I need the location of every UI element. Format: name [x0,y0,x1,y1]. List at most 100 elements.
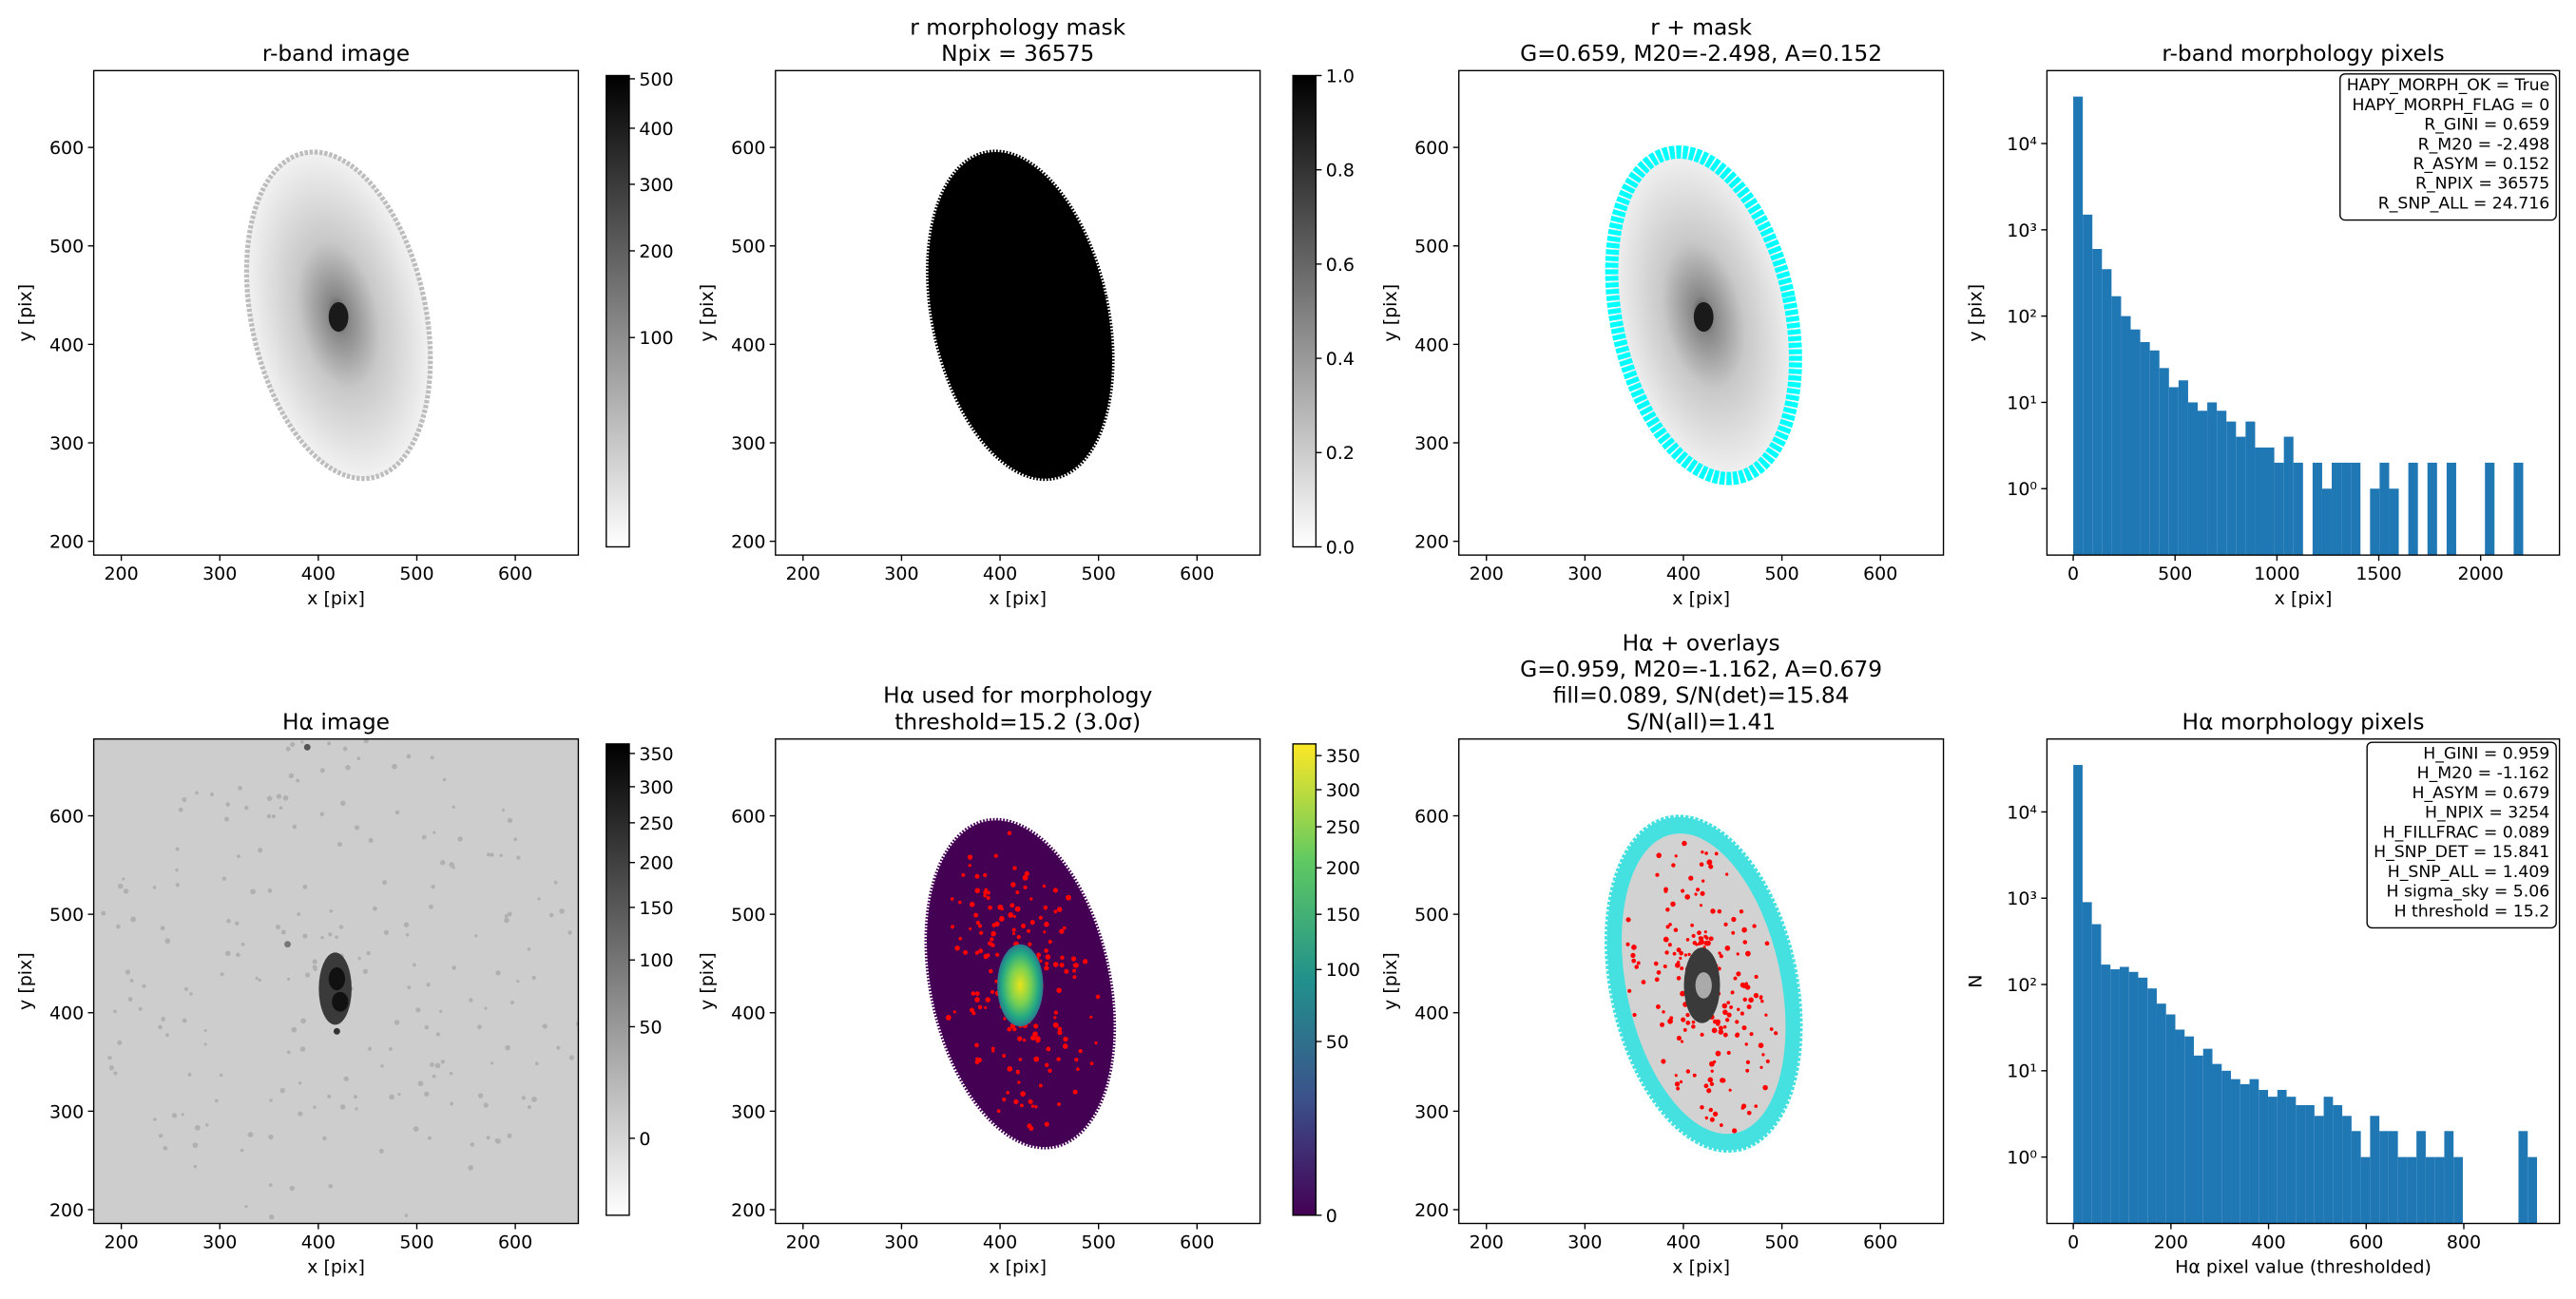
speckle [258,978,261,983]
speckle [509,1001,514,1005]
colorbar-tick-label: 50 [639,1017,662,1038]
speckle [282,795,289,801]
bar [2217,411,2227,556]
y-axis-label: y [pix] [15,284,36,342]
speckle [1681,888,1685,893]
x-tick-label: 200 [786,1232,820,1252]
speckle [1057,1030,1063,1036]
bar [2341,462,2352,556]
speckle [1682,840,1687,847]
speckle [991,923,996,927]
x-tick-label: 500 [1082,564,1116,584]
speckle [380,1064,384,1068]
speckle [1691,1024,1696,1029]
speckle [1056,1057,1061,1061]
speckle [1070,956,1077,962]
speckle [182,797,187,803]
bar [2323,1097,2334,1224]
speckle [449,862,454,868]
speckle [974,873,980,879]
speckle [1043,905,1048,910]
speckle [1045,961,1049,966]
speckle [434,1062,441,1069]
speckle [336,842,342,848]
speckle [1017,1036,1023,1041]
speckle [342,746,348,752]
r-image [93,70,579,556]
panel-title: Npix = 36575 [941,40,1094,67]
speckle [1774,1031,1778,1036]
speckle [457,836,463,842]
x-tick-label: 500 [1764,564,1798,584]
speckle [1056,907,1063,912]
speckle [1043,930,1047,934]
speckle [268,1213,275,1220]
speckle [327,741,332,746]
speckle [1696,888,1701,892]
speckle [1679,1079,1683,1084]
speckle [123,888,129,894]
speckle [484,1006,488,1010]
colorbar [1292,743,1317,1216]
speckle [1717,908,1722,914]
bar [2268,1097,2278,1224]
speckle [1035,1039,1040,1043]
speckle [138,1006,143,1011]
speckle [297,912,301,917]
bar [2518,1131,2528,1224]
speckle [113,1071,118,1076]
bar [2202,1048,2213,1224]
speckle [1030,1104,1035,1108]
speckle [397,1092,401,1097]
speckle [1673,927,1679,932]
bar [2379,1131,2389,1224]
bar [2485,462,2495,556]
stats-line: HAPY_MORPH_FLAG = 0 [2352,96,2549,115]
y-axis-label: y [pix] [15,952,36,1010]
speckle [1699,904,1703,907]
speckle [182,1018,187,1023]
axes-frame [775,737,1261,1225]
speckle [1634,965,1639,969]
speckle [328,1183,333,1189]
bar [2147,988,2157,1224]
speckle [1089,1061,1094,1066]
y-axis-label: y [pix] [1380,284,1401,342]
speckle [407,985,412,990]
speckle [339,1104,346,1110]
speckle [267,888,273,893]
speckle [244,1205,248,1209]
speckle [205,1122,209,1127]
speckle [1704,1116,1709,1120]
bar [2305,1104,2315,1224]
speckle [1052,962,1059,967]
speckle [178,807,183,812]
x-tick-label: 400 [2251,1232,2285,1252]
bar [2388,1131,2398,1224]
speckle [101,910,106,916]
speckle [1009,903,1015,908]
bar [2389,488,2399,556]
speckle [1636,961,1641,965]
speckle [1754,974,1759,979]
speckle [1028,1098,1033,1104]
speckle [1034,1105,1038,1109]
speckle [531,975,536,981]
speckle [237,854,240,859]
bar [2370,488,2380,556]
stats-line: R_SNP_ALL = 24.716 [2378,194,2549,213]
speckle [195,791,199,795]
speckle [298,1111,303,1117]
speckle [1044,965,1049,971]
speckle [412,963,416,967]
speckle [1053,909,1058,914]
speckle [1700,1032,1704,1037]
speckle [279,806,283,811]
speckle [1676,947,1682,953]
y-axis-label: N [1965,974,1986,987]
speckle [469,998,473,1003]
speckle [1700,890,1705,896]
speckle [1721,1003,1728,1009]
x-tick-label: 500 [2158,564,2192,584]
speckle [161,1017,166,1022]
